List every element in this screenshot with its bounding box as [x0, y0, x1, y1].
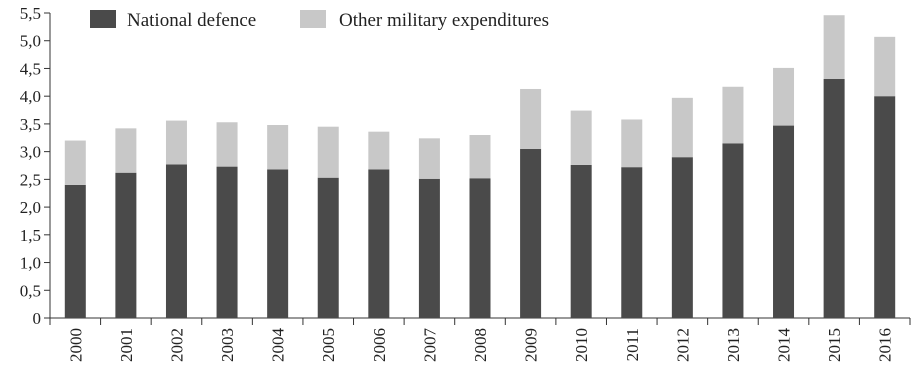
y-tick-label: 1,5 — [20, 226, 41, 245]
bar-national-defence — [115, 172, 137, 318]
bar-national-defence — [671, 157, 693, 318]
bar-national-defence — [469, 178, 491, 318]
bar-other-military — [418, 138, 440, 179]
y-tick-label: 5,0 — [20, 32, 41, 51]
y-tick-label: 3,5 — [20, 115, 41, 134]
bar-national-defence — [722, 143, 744, 318]
bar-other-military — [216, 122, 238, 167]
bar-national-defence — [823, 78, 845, 318]
x-tick-label: 2006 — [370, 328, 389, 362]
bar-other-military — [773, 67, 795, 126]
x-tick-label: 2005 — [319, 328, 338, 362]
bar-other-military — [671, 97, 693, 158]
bar-other-military — [570, 110, 592, 165]
bar-national-defence — [216, 166, 238, 318]
bar-other-military — [469, 135, 491, 179]
y-tick-label: 4,5 — [20, 59, 41, 78]
x-tick-label: 2002 — [167, 328, 186, 362]
bar-other-military — [722, 86, 744, 144]
y-tick-label: 3,0 — [20, 143, 41, 162]
bar-other-military — [267, 125, 289, 170]
legend-label-other-military: Other military expenditures — [339, 10, 549, 31]
legend-swatch-other-military — [300, 10, 326, 28]
y-tick-label: 0 — [33, 309, 42, 328]
bar-national-defence — [267, 169, 289, 318]
bar-national-defence — [165, 164, 187, 318]
legend-label-national-defence: National defence — [127, 10, 256, 31]
bar-other-military — [317, 126, 339, 178]
y-tick-label: 5,5 — [20, 4, 41, 23]
bar-other-military — [823, 15, 845, 79]
y-tick-label: 0,5 — [20, 281, 41, 300]
bar-other-military — [165, 120, 187, 165]
x-tick-label: 2008 — [471, 328, 490, 362]
bar-other-military — [520, 88, 542, 149]
x-tick-label: 2016 — [876, 328, 895, 362]
bar-national-defence — [520, 148, 542, 318]
x-tick-label: 2010 — [572, 328, 591, 362]
x-axis: 2000 2001 2002 2003 2004 2005 2006 2007 2008 2009… — [49, 317, 911, 363]
bar-other-military — [115, 128, 137, 173]
y-tick-label: 1,0 — [20, 254, 41, 273]
x-tick-label: 2012 — [673, 328, 692, 362]
bars — [64, 15, 896, 318]
bar-national-defence — [773, 125, 795, 318]
x-tick-label: 2000 — [66, 328, 85, 362]
bar-other-military — [874, 36, 896, 97]
bar-other-military — [64, 140, 86, 185]
bar-national-defence — [368, 169, 390, 318]
bar-other-military — [621, 119, 643, 168]
x-tick-label: 2014 — [775, 328, 794, 363]
x-tick-label: 2013 — [724, 328, 743, 362]
x-tick-label: 2001 — [117, 328, 136, 362]
bar-national-defence — [64, 184, 86, 318]
bar-national-defence — [570, 164, 592, 318]
legend: National defence Other military expendit… — [90, 10, 549, 31]
x-tick-label: 2003 — [218, 328, 237, 362]
x-tick-label: 2009 — [522, 328, 541, 362]
x-tick-label: 2004 — [269, 328, 288, 363]
bar-national-defence — [621, 167, 643, 318]
bar-national-defence — [418, 178, 440, 318]
x-tick-label: 2011 — [623, 328, 642, 361]
y-tick-label: 2,5 — [20, 170, 41, 189]
bar-national-defence — [874, 96, 896, 318]
x-tick-label: 2007 — [420, 328, 439, 363]
y-tick-label: 4,0 — [20, 87, 41, 106]
x-tick-label: 2015 — [825, 328, 844, 362]
y-axis: 0 0,5 1,0 1,5 2,0 2,5 3,0 3,5 4,0 4,5 5,0 5,5 — [20, 4, 51, 328]
legend-swatch-national-defence — [90, 10, 116, 28]
bar-national-defence — [317, 177, 339, 318]
bar-other-military — [368, 131, 390, 170]
y-tick-label: 2,0 — [20, 198, 41, 217]
